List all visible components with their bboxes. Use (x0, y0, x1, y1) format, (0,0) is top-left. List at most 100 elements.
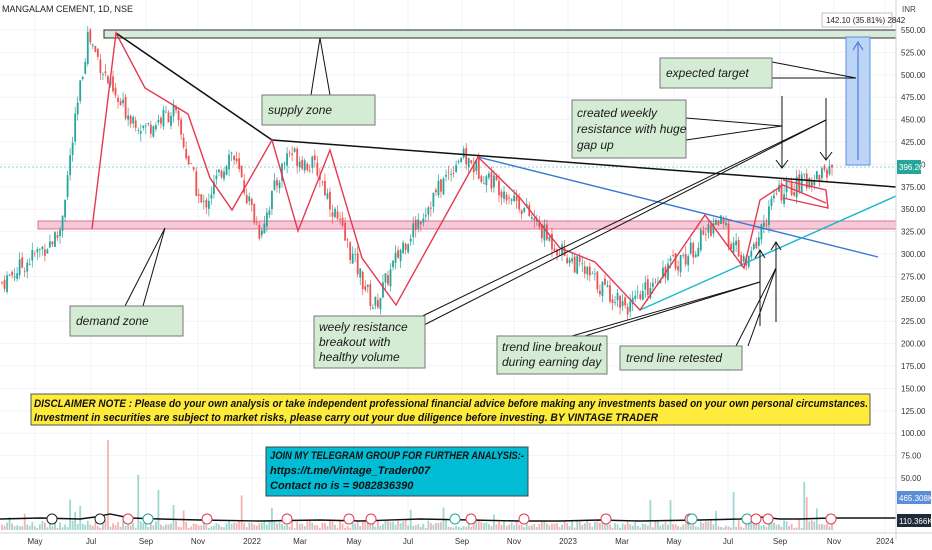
trend-retest-callout (619, 345, 743, 371)
candle-body (334, 208, 336, 217)
event-marker[interactable] (365, 513, 377, 525)
candle-body (107, 76, 109, 84)
volume-bar (129, 525, 132, 530)
volume-bar (76, 523, 79, 530)
volume-bar (61, 527, 64, 530)
time-tick-label: Sep (139, 537, 154, 546)
candle-body (505, 194, 508, 201)
event-marker[interactable] (201, 513, 213, 525)
volume-bar (722, 527, 725, 530)
trend-breakout-pointer (571, 281, 761, 337)
volume-bar (821, 523, 823, 530)
event-marker[interactable] (518, 513, 530, 525)
volume-bar (452, 527, 455, 530)
time-tick-label: Jul (403, 537, 413, 546)
volume-bar (710, 520, 712, 530)
event-marker[interactable] (46, 513, 58, 525)
candle-body (626, 306, 629, 315)
event-marker[interactable] (686, 513, 698, 525)
weekly-breakout-line-2: breakout with (319, 335, 391, 349)
time-tick-label: May (27, 537, 42, 546)
volume-bar (788, 526, 791, 530)
candle-body (826, 169, 828, 178)
candle-body (727, 223, 730, 247)
volume-bar (51, 526, 54, 530)
candle-body (245, 194, 248, 204)
event-marker[interactable] (122, 513, 134, 525)
event-marker[interactable] (750, 513, 762, 525)
volume-bar (657, 520, 659, 530)
candle-body (152, 126, 155, 137)
candle-body (142, 125, 145, 129)
candle-body (692, 242, 695, 258)
candle-body (94, 45, 97, 52)
volume-bar (117, 522, 119, 530)
candle-body (815, 171, 818, 180)
event-marker[interactable] (600, 513, 612, 525)
event-marker[interactable] (281, 513, 293, 525)
symbol-header[interactable]: MANGALAM CEMENT, 1D, NSE (2, 4, 133, 14)
event-marker[interactable] (94, 513, 106, 525)
volume-bar (402, 521, 405, 530)
event-markers[interactable] (46, 513, 837, 525)
volume-bar (427, 520, 430, 530)
volume-bar (132, 522, 135, 530)
volume-bar (316, 525, 319, 530)
candle-body (831, 164, 833, 168)
volume-bar (344, 527, 347, 530)
volume-bar (137, 475, 140, 530)
candle-body (394, 252, 397, 263)
event-marker[interactable] (343, 513, 355, 525)
supply-callout-pointer-2 (319, 37, 331, 96)
candle-body (636, 291, 639, 293)
demand-zone-callout (69, 305, 184, 337)
time-tick-label: Mar (293, 537, 307, 546)
volume-bar (757, 523, 760, 530)
time-tick-label: 2024 (876, 537, 894, 546)
time-axis[interactable]: May Jul Sep Nov 2022 Mar May Jul Sep Nov 2023 Mar Ma… (0, 532, 932, 546)
volume-bar (177, 526, 180, 530)
candle-body (472, 164, 475, 173)
volume-bar (639, 527, 642, 530)
candle-body (324, 180, 326, 196)
volume-bar (220, 526, 223, 530)
candle-body (508, 197, 510, 199)
volume-bar (147, 527, 150, 530)
volume-bar (669, 500, 672, 530)
event-marker[interactable] (465, 513, 477, 525)
volume-bar (154, 521, 157, 530)
volume-bar (586, 520, 589, 530)
volume-bar (422, 523, 425, 530)
price-axis[interactable]: 550.00525.00500.00475.00450.00425.00400.… (895, 0, 926, 540)
event-marker[interactable] (762, 513, 774, 525)
volume-bar (351, 522, 354, 530)
event-marker[interactable] (142, 513, 154, 525)
volume-bar (730, 527, 732, 530)
candle-body (89, 29, 92, 43)
volume-bar (760, 525, 763, 530)
candle-body (649, 287, 652, 299)
volume-bar (611, 527, 614, 530)
candle-body (195, 171, 198, 196)
event-marker[interactable] (449, 513, 461, 525)
volume-bar (56, 527, 59, 530)
candle-body (213, 181, 215, 195)
candle-body (437, 180, 440, 196)
volume-bar (149, 521, 152, 530)
candle-body (167, 112, 170, 123)
event-marker[interactable] (825, 513, 837, 525)
candle-body (369, 284, 372, 306)
volume-bar (81, 523, 84, 530)
volume-bar (180, 527, 183, 530)
volume-bar (43, 522, 46, 530)
volume-bar (667, 524, 669, 530)
volume-bar (336, 527, 339, 530)
volume-bar (540, 520, 543, 530)
telegram-line-3: Contact no is = 9082836390 (270, 480, 414, 492)
candle-body (694, 254, 697, 258)
volume-bar (197, 525, 200, 530)
volume-bar (508, 524, 510, 530)
candle-body (306, 163, 309, 170)
volume-bar (243, 522, 246, 530)
